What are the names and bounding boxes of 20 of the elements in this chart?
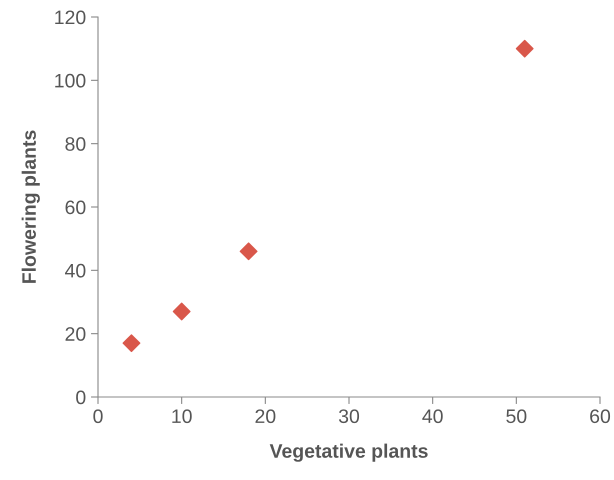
y-tick-label: 40 [65,264,86,278]
x-tick-label: 0 [93,409,103,424]
y-axis-title: Flowering plants [22,130,40,283]
y-tick-label: 60 [66,200,86,214]
point [516,40,534,58]
point [240,242,258,260]
x-axis-title: Vegetative plants [270,444,428,462]
point [122,334,140,352]
y-tick-label: 20 [66,327,86,341]
x-tick-label: 20 [256,409,276,424]
y-tick-label: 100 [55,74,86,88]
y-tick-label: 0 [76,390,86,404]
y-tick-label: 120 [55,10,86,24]
y-tick-label: 80 [65,137,86,151]
x-tick-label: 10 [172,409,192,424]
x-tick-label: 60 [590,409,610,424]
point [172,302,191,320]
x-tick-label: 50 [506,409,526,424]
x-tick-label: 40 [422,409,443,424]
x-tick-label: 30 [338,409,360,424]
